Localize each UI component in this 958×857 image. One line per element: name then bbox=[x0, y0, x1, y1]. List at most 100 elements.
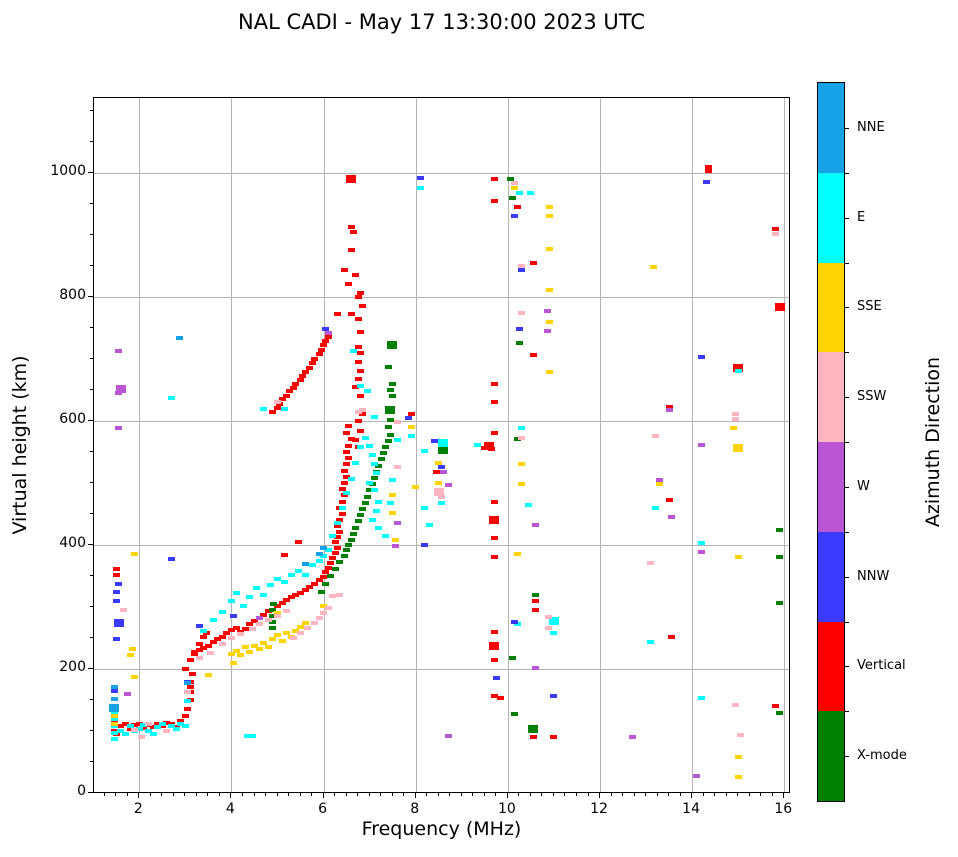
data-point-vertical bbox=[188, 672, 196, 677]
colorbar-label-vertical: Vertical bbox=[857, 658, 906, 674]
data-point-vertical bbox=[163, 720, 171, 725]
data-point-vertical bbox=[112, 566, 120, 571]
x-tick-label: 2 bbox=[133, 801, 143, 817]
data-point-x-mode bbox=[385, 405, 396, 414]
x-minor-tick bbox=[495, 793, 497, 796]
data-point-vertical bbox=[241, 626, 249, 631]
data-point-e bbox=[184, 699, 192, 704]
data-point-nnw bbox=[702, 180, 710, 184]
data-point-w bbox=[697, 442, 705, 447]
data-point-x-mode bbox=[347, 538, 355, 542]
data-point-e bbox=[370, 462, 378, 467]
data-point-x-mode bbox=[340, 554, 348, 559]
data-point-vertical bbox=[490, 176, 498, 181]
data-point-e bbox=[324, 548, 332, 552]
data-point-vertical bbox=[297, 377, 304, 382]
y-minor-tick bbox=[90, 109, 93, 111]
data-point-nne bbox=[110, 696, 118, 701]
data-point-vertical bbox=[292, 381, 300, 386]
data-point-ssw bbox=[336, 592, 344, 597]
data-point-ssw bbox=[283, 608, 291, 613]
x-minor-tick bbox=[391, 793, 393, 796]
data-point-x-mode bbox=[331, 566, 339, 571]
data-point-sse bbox=[435, 481, 443, 485]
x-minor-tick bbox=[184, 793, 186, 796]
x-minor-tick bbox=[714, 793, 716, 796]
data-point-sse bbox=[264, 644, 272, 649]
x-tick bbox=[230, 793, 232, 798]
data-point-vertical bbox=[315, 578, 323, 583]
data-point-vertical bbox=[343, 474, 351, 479]
data-point-e bbox=[356, 445, 364, 449]
x-minor-tick bbox=[679, 793, 681, 796]
data-point-x-mode bbox=[343, 548, 351, 552]
data-point-e bbox=[280, 406, 288, 411]
data-point-ssw bbox=[732, 417, 740, 421]
gridline-x bbox=[231, 98, 233, 792]
data-point-e bbox=[343, 490, 351, 495]
data-point-e bbox=[550, 631, 558, 636]
data-point-x-mode bbox=[776, 555, 784, 560]
data-point-w bbox=[124, 691, 132, 696]
data-point-ssw bbox=[297, 631, 304, 636]
x-minor-tick bbox=[207, 793, 209, 796]
data-point-x-mode bbox=[361, 500, 369, 505]
colorbar-boundary-tick bbox=[845, 531, 849, 533]
data-point-vertical bbox=[490, 555, 498, 560]
data-point-ssw bbox=[255, 622, 263, 627]
data-point-vertical bbox=[126, 726, 134, 731]
data-point-vertical bbox=[297, 590, 304, 595]
data-point-vertical bbox=[532, 608, 539, 613]
x-tick-label: 10 bbox=[497, 801, 516, 817]
data-point-vertical bbox=[665, 405, 673, 410]
y-tick bbox=[88, 668, 93, 670]
data-point-vertical bbox=[529, 353, 537, 358]
data-point-vertical bbox=[345, 443, 353, 448]
data-point-vertical bbox=[513, 204, 521, 209]
data-point-vertical bbox=[301, 369, 309, 374]
colorbar-label-sse: SSE bbox=[857, 299, 882, 315]
data-point-e bbox=[145, 729, 152, 734]
data-point-sse bbox=[246, 649, 254, 654]
data-point-sse bbox=[730, 425, 738, 430]
data-point-x-mode bbox=[511, 712, 519, 717]
data-point-sse bbox=[260, 641, 268, 645]
data-point-sse bbox=[734, 555, 742, 560]
data-point-vertical bbox=[310, 581, 318, 586]
data-point-sse bbox=[412, 484, 420, 489]
data-point-w bbox=[393, 521, 401, 526]
data-point-vertical bbox=[356, 368, 364, 373]
data-point-vertical bbox=[186, 657, 194, 662]
data-point-e bbox=[301, 572, 309, 577]
x-tick bbox=[414, 793, 416, 798]
y-tick-label: 600 bbox=[59, 410, 86, 427]
data-point-e bbox=[338, 505, 346, 510]
data-point-vertical bbox=[356, 291, 364, 296]
data-point-x-mode bbox=[336, 560, 344, 565]
data-point-w bbox=[115, 426, 123, 431]
data-point-sse bbox=[278, 638, 286, 643]
data-point-w bbox=[693, 773, 701, 778]
data-point-e bbox=[181, 724, 189, 729]
x-minor-tick bbox=[288, 793, 289, 796]
data-point-nnw bbox=[492, 676, 500, 681]
chart-title: NAL CADI - May 17 13:30:00 2023 UTC bbox=[238, 10, 645, 34]
data-point-vertical bbox=[227, 628, 235, 632]
data-point-ssw bbox=[320, 611, 328, 616]
x-axis-label: Frequency (MHz) bbox=[361, 818, 522, 840]
data-point-w bbox=[444, 734, 452, 739]
data-point-sse bbox=[649, 265, 657, 269]
data-point-vertical bbox=[359, 303, 367, 308]
data-point-x-mode bbox=[366, 488, 374, 493]
data-point-w bbox=[115, 384, 126, 393]
data-point-x-mode bbox=[345, 543, 353, 547]
gridline-x bbox=[692, 98, 694, 792]
data-point-nnw bbox=[113, 618, 124, 627]
data-point-vertical bbox=[184, 707, 192, 712]
x-minor-tick bbox=[472, 793, 474, 796]
colorbar-segment-e bbox=[818, 172, 844, 263]
data-point-sse bbox=[227, 651, 235, 656]
data-point-vertical bbox=[320, 343, 328, 348]
data-point-vertical bbox=[490, 431, 498, 436]
data-point-sse bbox=[269, 637, 277, 642]
